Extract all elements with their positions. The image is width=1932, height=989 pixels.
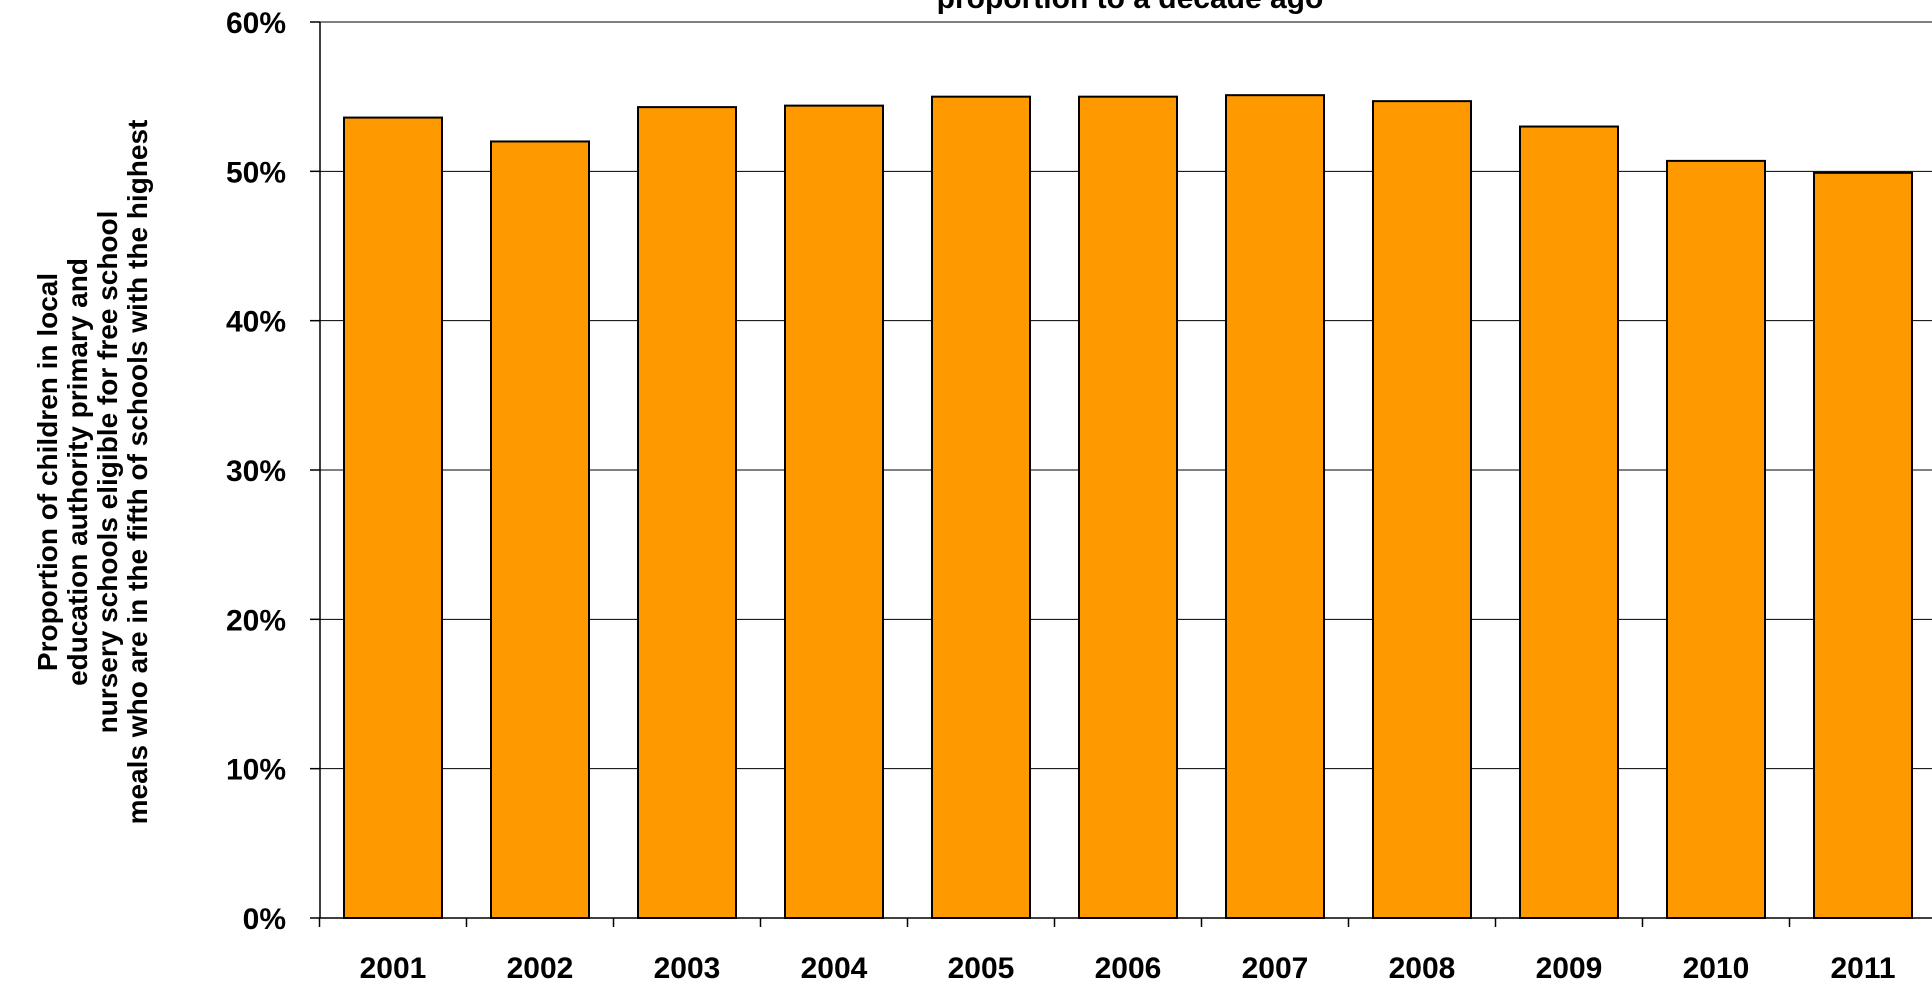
labels: 0% 10% 20% 30% 40% 50% 60% 2001 2002 2003 2004 2005… <box>226 7 1896 985</box>
axes <box>310 21 1932 927</box>
y-axis-label: Proportion of children in localeducation… <box>32 120 153 825</box>
y-axis-label-line: nursery schools eligible for free school <box>92 211 123 734</box>
bar-2010 <box>1666 159 1766 919</box>
y-tick-label: 40% <box>226 306 286 339</box>
chart-title: proportion to a decade ago <box>937 0 1324 15</box>
y-tick-label: 20% <box>226 604 286 637</box>
bars <box>343 94 1913 920</box>
y-axis-label-line: education authority primary and <box>62 258 93 686</box>
bar-2006 <box>1078 95 1178 919</box>
bar-2001 <box>343 116 443 920</box>
y-axis-label-line: Proportion of children in local <box>32 273 63 671</box>
x-tick-label: 2004 <box>801 952 868 984</box>
bar-2004 <box>784 104 884 920</box>
x-tick-label: 2009 <box>1536 952 1603 984</box>
y-tick-label: 30% <box>226 455 286 488</box>
bar-2011 <box>1813 171 1913 919</box>
x-tick-label: 2003 <box>654 952 721 984</box>
y-tick-label: 10% <box>226 754 286 787</box>
x-tick-label: 2011 <box>1830 952 1895 984</box>
bar-2002 <box>490 140 590 919</box>
bar-2008 <box>1372 100 1472 919</box>
x-tick-label: 2008 <box>1389 952 1456 984</box>
x-tick-label: 2002 <box>507 952 574 984</box>
x-tick-label: 2010 <box>1683 952 1750 984</box>
bar-2003 <box>637 106 737 920</box>
bar-2007 <box>1225 94 1325 919</box>
x-tick-label: 2006 <box>1095 952 1162 984</box>
bar-2009 <box>1519 125 1619 920</box>
bar-2005 <box>931 95 1031 919</box>
y-tick-label: 60% <box>226 7 286 40</box>
x-tick-label: 2001 <box>360 952 427 984</box>
y-tick-label: 0% <box>243 903 286 936</box>
y-axis-label-line: meals who are in the fifth of schools wi… <box>122 120 153 825</box>
x-tick-label: 2007 <box>1242 952 1309 984</box>
x-tick-label: 2005 <box>948 952 1015 984</box>
y-tick-label: 50% <box>226 156 286 189</box>
